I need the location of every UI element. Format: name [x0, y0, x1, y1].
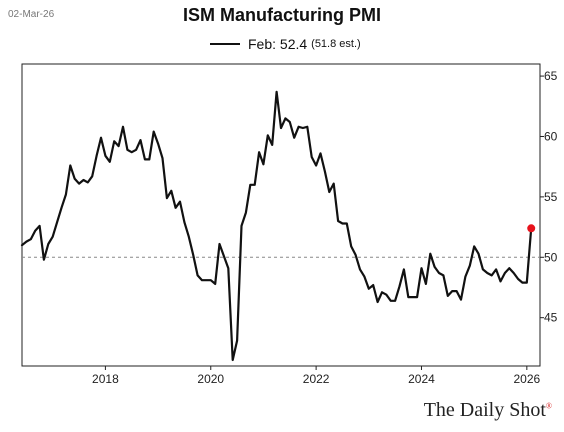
- legend-estimate-note: (51.8 est.): [311, 38, 361, 50]
- latest-point-marker: [527, 224, 536, 233]
- legend: Feb: 52.4 (51.8 est.): [210, 36, 361, 52]
- legend-label: Feb: 52.4: [248, 36, 308, 52]
- x-tick-label: 2024: [408, 372, 435, 386]
- y-tick-label: 50: [544, 250, 558, 264]
- x-tick-label: 2018: [92, 372, 119, 386]
- y-tick-label: 45: [544, 311, 558, 325]
- x-tick-label: 2022: [303, 372, 330, 386]
- chart-title: ISM Manufacturing PMI: [183, 5, 381, 25]
- series-line-ism-pmi: [20, 90, 533, 362]
- y-tick-label: 55: [544, 190, 558, 204]
- date-stamp: 02-Mar-26: [8, 9, 55, 20]
- brand-registered-mark: ®: [545, 401, 552, 411]
- y-tick-label: 60: [544, 129, 558, 143]
- plot-frame: [21, 63, 541, 367]
- x-tick-label: 2020: [197, 372, 224, 386]
- brand-logo: The Daily Shot®: [424, 399, 552, 422]
- x-tick-label: 2026: [513, 372, 540, 386]
- y-tick-label: 65: [544, 69, 558, 83]
- legend-swatch: [210, 42, 240, 46]
- brand-name: The Daily Shot: [423, 399, 546, 421]
